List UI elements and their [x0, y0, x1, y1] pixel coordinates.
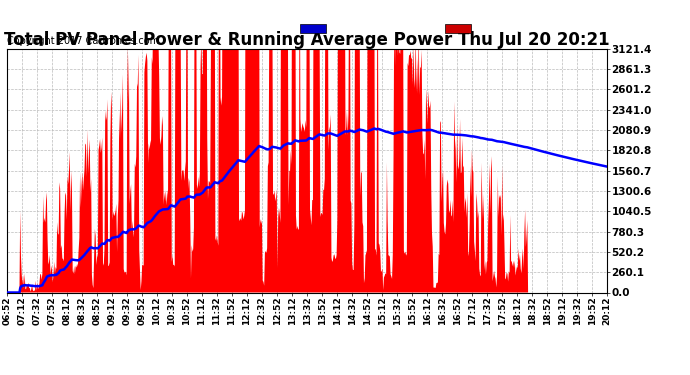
Title: Total PV Panel Power & Running Average Power Thu Jul 20 20:21: Total PV Panel Power & Running Average P… — [4, 31, 610, 49]
Text: Copyright 2017 Cartronics.com: Copyright 2017 Cartronics.com — [7, 36, 159, 46]
Legend: Average (DC Watts), PV Panels (DC Watts): Average (DC Watts), PV Panels (DC Watts) — [298, 22, 602, 36]
